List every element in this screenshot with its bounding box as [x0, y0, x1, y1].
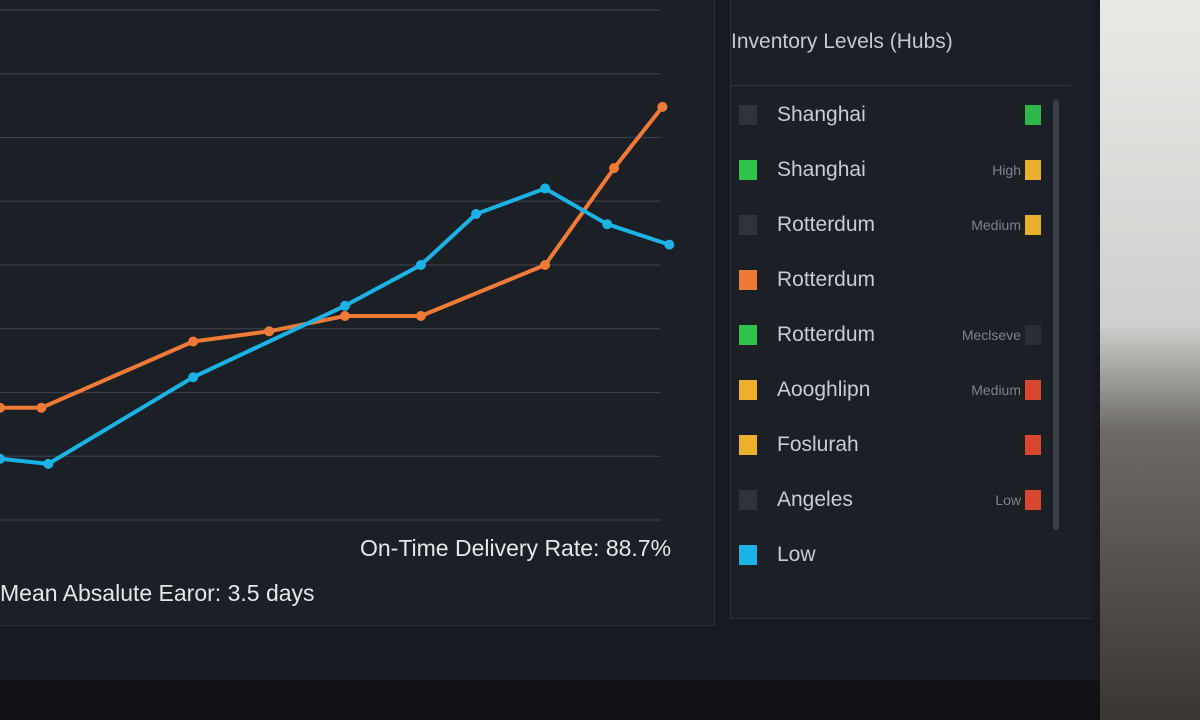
legend-swatch: [739, 435, 757, 455]
level-label: Medium: [971, 382, 1021, 398]
inventory-row: Angeles Low: [739, 485, 1069, 515]
data-point: [43, 458, 54, 469]
level-label: High: [992, 162, 1021, 178]
hub-label: Foslurah: [777, 433, 859, 456]
monitor-bezel: [0, 680, 1120, 720]
legend-swatch: [739, 325, 757, 345]
hub-label: Rotterdum: [777, 323, 876, 346]
hub-label: Shanghai: [777, 158, 866, 181]
background: [1100, 0, 1200, 720]
inventory-row: Shanghai High: [739, 155, 1069, 185]
metric-mae: Mean Absalute Earor: 3.5 days: [0, 580, 315, 606]
data-point: [340, 311, 350, 321]
hub-label: Aooghlipn: [777, 378, 871, 401]
divider: [731, 85, 1071, 86]
legend-swatch: [739, 215, 757, 235]
monitor-screen: Mean Absalute Earor: 3.5 days On-Time De…: [0, 0, 1100, 680]
inventory-row: Aooghlipn Medium: [739, 375, 1069, 405]
inventory-row: Low: [739, 540, 1069, 570]
legend-swatch: [739, 380, 757, 400]
legend-swatch: [739, 490, 757, 510]
metric-otd: On-Time Delivery Rate: 88.7%: [360, 535, 672, 561]
status-indicator: [1025, 160, 1041, 180]
data-point: [0, 402, 5, 413]
chart-panel: Mean Absalute Earor: 3.5 days On-Time De…: [0, 0, 715, 626]
status-indicator: [1025, 105, 1041, 125]
hub-label: Rotterdum: [777, 213, 876, 236]
status-indicator: [1025, 215, 1041, 235]
data-point: [415, 311, 426, 321]
data-point: [188, 336, 199, 347]
hub-label: Shanghai: [777, 103, 866, 126]
status-indicator: [1025, 325, 1041, 345]
level-label: Meclseve: [961, 327, 1021, 343]
data-point: [471, 209, 482, 219]
legend-swatch: [739, 270, 757, 290]
line-chart: [0, 9, 675, 521]
legend-swatch: [739, 105, 757, 125]
series-line: [0, 105, 664, 410]
inventory-row: Rotterdum Medium: [739, 210, 1069, 240]
data-point: [664, 239, 675, 250]
legend-swatch: [739, 160, 757, 180]
data-point: [657, 101, 668, 112]
data-point: [36, 402, 47, 413]
inventory-row: Rotterdum Meclseve: [739, 320, 1069, 350]
level-label: Low: [995, 492, 1021, 508]
scrollbar: [1053, 100, 1059, 530]
inventory-row: Foslurah: [739, 430, 1069, 460]
data-point: [540, 260, 551, 270]
inventory-row: Shanghai: [739, 100, 1069, 130]
data-point: [540, 183, 551, 194]
data-point: [602, 219, 613, 230]
level-label: Medium: [971, 217, 1021, 233]
hub-label: Angeles: [777, 488, 853, 511]
inventory-panel: Inventory Levels (Hubs) Shanghai Shanghai…: [730, 0, 1091, 619]
data-point: [609, 163, 620, 174]
panel-title: Inventory Levels (Hubs): [731, 30, 953, 53]
data-point: [415, 260, 426, 270]
status-indicator: [1025, 380, 1041, 400]
data-point: [0, 453, 5, 464]
data-point: [188, 372, 199, 383]
status-indicator: [1025, 490, 1041, 510]
legend-swatch: [739, 545, 757, 565]
inventory-row: Rotterdum: [739, 265, 1069, 295]
data-point: [264, 326, 275, 337]
hub-label: Rotterdum: [777, 268, 876, 291]
hub-label: Low: [777, 543, 816, 566]
data-point: [340, 300, 350, 311]
status-indicator: [1025, 435, 1041, 455]
